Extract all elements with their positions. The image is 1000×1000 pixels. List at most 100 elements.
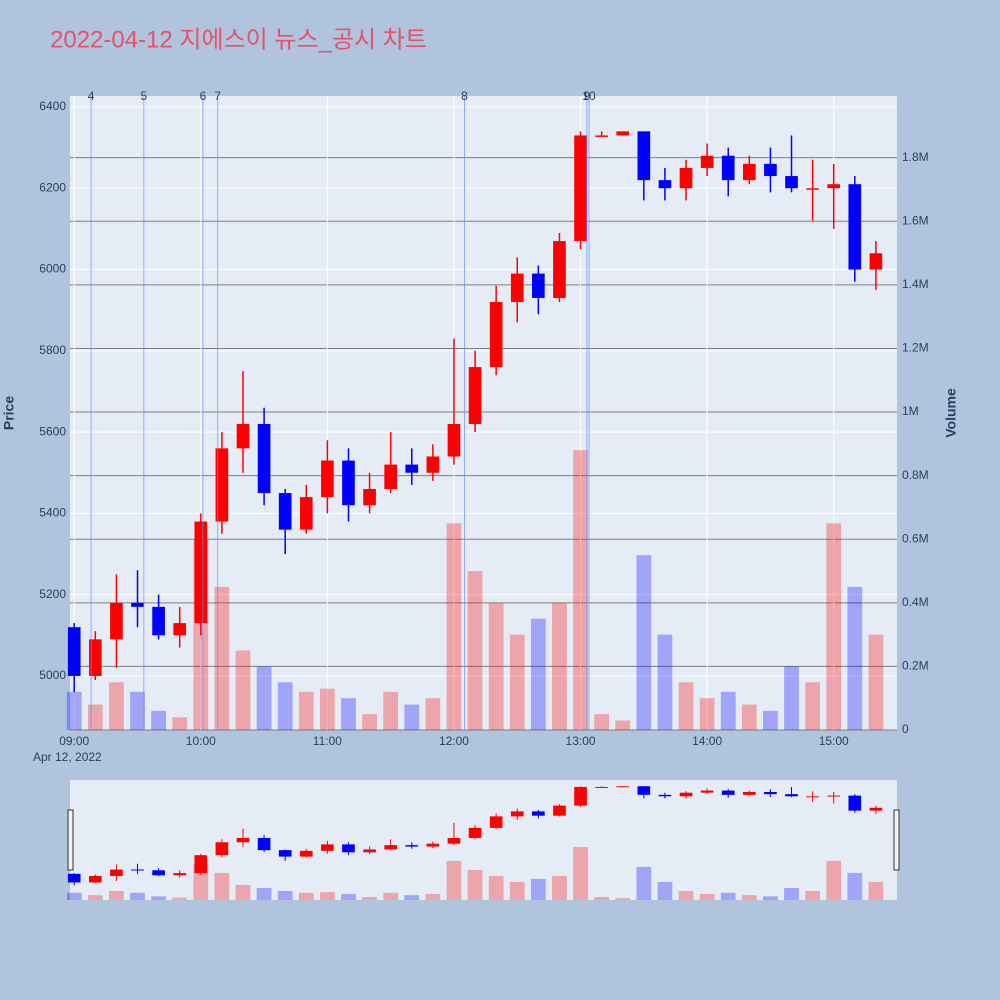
- y-tick-label: 6000: [39, 262, 66, 276]
- candle-body: [510, 273, 524, 303]
- event-label: 10: [582, 89, 596, 103]
- slider-volume-bar: [319, 892, 335, 900]
- volume-bar: [341, 698, 356, 730]
- plot-area: [70, 96, 897, 730]
- candle-body: [721, 155, 735, 181]
- y-tick-label: 5000: [39, 668, 66, 682]
- slider-candle-body: [88, 875, 102, 883]
- slider-candle-body: [447, 837, 461, 844]
- slider-volume-bar: [467, 869, 483, 900]
- volume-bar: [467, 571, 483, 730]
- slider-volume-bar: [636, 866, 652, 900]
- slider-candle-body: [742, 791, 756, 795]
- y2-tick-label: 0: [902, 722, 909, 736]
- volume-bar: [235, 650, 251, 730]
- slider-candle-body: [700, 790, 714, 793]
- slider-volume-bar: [488, 875, 504, 900]
- candle-body: [785, 176, 798, 189]
- y-tick-label: 5800: [39, 343, 66, 357]
- slider-handle[interactable]: [893, 809, 900, 871]
- slider-volume-bar: [109, 890, 124, 900]
- candle-body: [468, 367, 482, 424]
- x-tick-label: 13:00: [566, 734, 596, 748]
- volume-bar: [172, 717, 188, 730]
- event-label: 5: [140, 89, 147, 103]
- slider-volume-bar: [678, 890, 694, 900]
- candle-body: [700, 155, 714, 168]
- slider-candle-body: [658, 794, 672, 797]
- slider-volume-bar: [383, 892, 399, 900]
- x-tick-label: 09:00: [59, 734, 89, 748]
- slider-volume-bar: [615, 898, 631, 900]
- slider-volume-bar: [699, 893, 715, 900]
- volume-bar: [784, 666, 799, 730]
- candle-body: [131, 602, 144, 607]
- slider-candle-body: [257, 837, 271, 851]
- volume-bar: [298, 691, 314, 730]
- slider-candle-body: [637, 786, 651, 795]
- x-tick-label: 15:00: [819, 734, 849, 748]
- y2-tick-label: 0.2M: [902, 659, 929, 673]
- slider-candle-body: [616, 786, 630, 788]
- volume-bar: [383, 691, 399, 730]
- volume-bar: [87, 704, 103, 730]
- slider-candle-body: [384, 845, 398, 850]
- event-label: 9: [584, 89, 591, 103]
- slider-volume-bar: [657, 881, 673, 900]
- volume-bar: [699, 698, 715, 730]
- volume-bar: [763, 710, 778, 730]
- candle-body: [426, 456, 440, 473]
- slider-volume-bar: [341, 893, 356, 900]
- volume-bar: [66, 691, 82, 730]
- slider-candle-body: [553, 805, 566, 816]
- y2-tick-label: 1.8M: [902, 150, 929, 164]
- volume-bar: [615, 720, 631, 730]
- slider-candle-body: [67, 873, 81, 883]
- y-tick-label: 5400: [39, 506, 66, 520]
- slider-volume-bar: [826, 860, 842, 900]
- slider-volume-bar: [425, 893, 441, 900]
- y-tick-label: 5200: [39, 587, 66, 601]
- chart-title: 2022-04-12 지에스이 뉴스_공시 차트: [50, 26, 427, 53]
- slider-candle-body: [827, 795, 841, 797]
- volume-bar: [425, 698, 441, 730]
- volume-bar: [847, 586, 863, 730]
- volume-bar: [868, 634, 884, 730]
- volume-bar: [214, 586, 230, 730]
- y2-tick-label: 1.2M: [902, 341, 929, 355]
- candle-body: [278, 493, 292, 530]
- slider-candle-body: [595, 786, 608, 788]
- slider-handle[interactable]: [67, 809, 74, 871]
- slider-volume-bar: [151, 896, 166, 900]
- slider-volume-bar: [277, 890, 293, 900]
- volume-bar: [319, 688, 335, 730]
- volume-bar: [573, 450, 588, 730]
- slider-candle-body: [363, 849, 376, 853]
- slider-volume-bar: [552, 875, 567, 900]
- volume-bar: [362, 714, 377, 730]
- slider-candle-body: [785, 794, 798, 797]
- event-label: 7: [214, 89, 221, 103]
- candle-body: [742, 163, 756, 181]
- volume-bar: [488, 602, 504, 730]
- y-tick-label: 6400: [39, 99, 66, 113]
- slider-candle-body: [468, 827, 482, 838]
- candle-body: [869, 253, 883, 270]
- slider-candle-body: [131, 869, 144, 871]
- slider-volume-bar: [298, 892, 314, 900]
- volume-bar: [256, 666, 272, 730]
- slider-candle-body: [532, 811, 545, 816]
- candle-body: [299, 497, 313, 530]
- x-tick-label: 14:00: [692, 734, 722, 748]
- slider-volume-bar: [404, 895, 420, 900]
- slider-candle-body: [721, 790, 735, 795]
- volume-bar: [678, 682, 694, 730]
- slider-volume-bar: [66, 892, 82, 900]
- candle-body: [384, 464, 398, 489]
- slider-candle-body: [489, 816, 503, 828]
- slider-candle-body: [764, 791, 777, 795]
- candle-body: [679, 167, 693, 189]
- y2-axis-title: Volume: [943, 388, 959, 438]
- volume-bar: [509, 634, 525, 730]
